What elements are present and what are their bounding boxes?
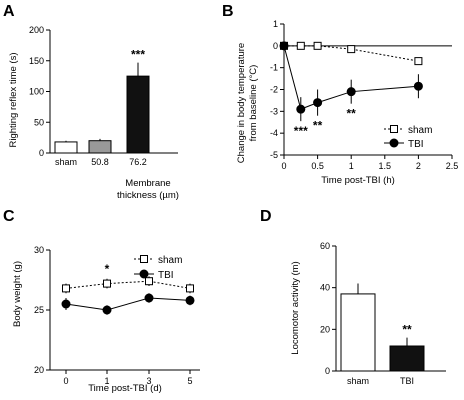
d-bar: [389, 345, 425, 372]
c-x-tick-label: 0: [63, 376, 68, 386]
a-category-label: 50.8: [91, 157, 109, 167]
b-y-tick-label: -4: [270, 128, 278, 138]
a-xlabel-line2: thickness (µm): [117, 190, 179, 201]
b-y-tick-label: 1: [273, 19, 278, 29]
c-point-TBI: [144, 293, 154, 303]
c-x-tick-label: 1: [104, 376, 109, 386]
b-significance: ***: [294, 124, 308, 138]
b-y-tick-label: -2: [270, 85, 278, 95]
d-y-tick-label: 40: [320, 283, 330, 293]
c-point-sham: [103, 279, 111, 288]
c-series-line-sham: [65, 280, 191, 289]
b-point-TBI: [296, 104, 306, 114]
b-y-tick-label: -3: [270, 106, 278, 116]
b-point-TBI: [279, 41, 289, 51]
b-legend-marker-tbi: [389, 138, 399, 148]
b-x-tick-label: 2: [416, 161, 421, 171]
b-point-sham: [414, 57, 423, 66]
c-y-tick-label: 20: [34, 365, 44, 375]
panel-label-c: C: [3, 208, 15, 225]
a-y-tick-label: 50: [34, 117, 44, 127]
c-legend-marker-tbi: [139, 269, 149, 279]
a-bar: [88, 140, 112, 154]
a-y-tick-label: 100: [29, 87, 44, 97]
panel-label-d: D: [260, 208, 272, 225]
a-ylabel: Righting reflex time (s): [8, 52, 19, 147]
c-point-sham: [186, 284, 194, 293]
c-point-sham: [145, 277, 153, 286]
c-legend-label-sham: sham: [158, 255, 182, 266]
b-y-tick-label: -5: [270, 150, 278, 160]
c-point-TBI: [102, 305, 112, 315]
a-xlabel-line1: Membrane: [125, 178, 170, 189]
c-x-tick-label: 5: [187, 376, 192, 386]
c-ylabel: Body weight (g): [12, 261, 23, 327]
b-ylabel-line1: Change in body temperature: [236, 43, 247, 163]
a-bar: [54, 141, 78, 154]
b-significance: **: [347, 107, 357, 121]
b-point-sham: [296, 41, 305, 50]
d-y-tick-label: 0: [325, 366, 330, 376]
panel-label-b: B: [222, 3, 234, 20]
b-legend-label-sham: sham: [408, 125, 432, 136]
b-point-TBI: [346, 87, 356, 97]
d-significance: **: [402, 323, 412, 337]
a-category-label: sham: [55, 157, 77, 167]
d-category-label: sham: [347, 376, 369, 386]
a-y-tick-label: 0: [39, 148, 44, 158]
b-x-tick-label: 2.5: [446, 161, 459, 171]
b-point-sham: [313, 41, 322, 50]
b-point-sham: [347, 45, 356, 54]
b-xlabel: Time post-TBI (h): [321, 175, 395, 186]
b-legend-marker-sham: [390, 125, 398, 133]
c-xlabel: Time post-TBI (d): [88, 383, 162, 394]
b-point-TBI: [313, 98, 323, 108]
c-point-TBI: [61, 299, 71, 309]
a-significance: ***: [131, 48, 145, 62]
b-x-tick-label: 1.5: [379, 161, 392, 171]
c-legend-marker-sham: [140, 255, 148, 263]
b-x-tick-label: 1: [349, 161, 354, 171]
a-bar: [126, 75, 150, 154]
b-x-tick-label: 0: [281, 161, 286, 171]
d-bar: [340, 293, 376, 372]
d-category-label: TBI: [400, 376, 414, 386]
c-significance: *: [105, 262, 110, 276]
a-y-tick-label: 150: [29, 56, 44, 66]
c-legend-label-tbi: TBI: [158, 270, 174, 281]
d-y-tick-label: 60: [320, 241, 330, 251]
b-point-TBI: [413, 81, 423, 91]
c-point-TBI: [185, 295, 195, 305]
b-y-tick-label: 0: [273, 41, 278, 51]
b-significance: **: [313, 119, 323, 133]
c-point-sham: [62, 284, 70, 293]
a-y-tick-label: 200: [29, 25, 44, 35]
b-x-tick-label: 0.5: [311, 161, 324, 171]
panel-label-a: A: [3, 3, 15, 20]
c-series-line-TBI: [65, 297, 191, 311]
d-ylabel: Locomotor activity (m): [290, 261, 301, 354]
c-y-tick-label: 30: [34, 245, 44, 255]
b-ylabel-line2: from baseline (°C): [248, 65, 259, 142]
c-y-tick-label: 25: [34, 305, 44, 315]
c-x-tick-label: 3: [146, 376, 151, 386]
b-y-tick-label: -1: [270, 63, 278, 73]
d-y-tick-label: 20: [320, 324, 330, 334]
b-legend-label-tbi: TBI: [408, 139, 424, 150]
a-category-label: 76.2: [129, 157, 147, 167]
